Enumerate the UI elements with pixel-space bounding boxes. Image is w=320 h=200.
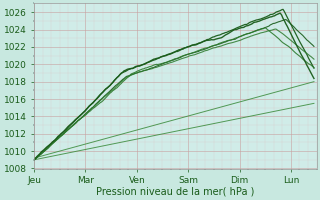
- X-axis label: Pression niveau de la mer( hPa ): Pression niveau de la mer( hPa ): [96, 187, 254, 197]
